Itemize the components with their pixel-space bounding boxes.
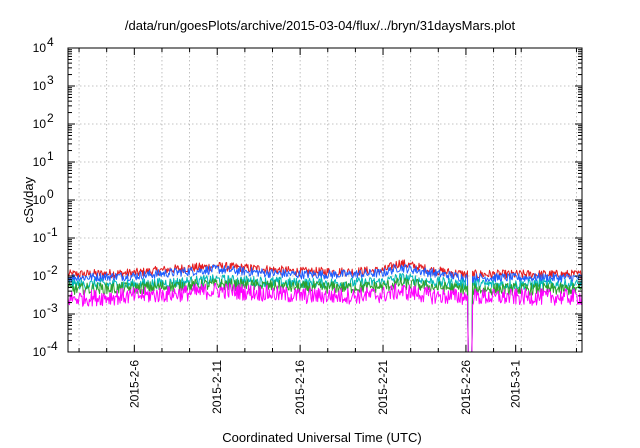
y-tick-exponent: -3 xyxy=(47,301,58,315)
y-tick-exponent: -2 xyxy=(47,263,58,277)
x-tick-label: 2015-2-6 xyxy=(127,360,141,408)
x-axis: 2015-2-6 2015-2-11 2015-2-16 2015-2-21 2015-… xyxy=(78,48,577,415)
y-tick-exponent: -4 xyxy=(47,339,58,353)
x-tick-label: 2015-2-21 xyxy=(376,360,390,415)
y-tick-label: 10 xyxy=(33,307,47,321)
y-tick-exponent: 2 xyxy=(47,111,54,125)
series-line xyxy=(67,263,583,353)
y-tick-label: 10 xyxy=(33,269,47,283)
y-tick-label: 10 xyxy=(33,155,47,169)
y-axis-label: cSv/day xyxy=(21,176,36,223)
y-tick-label: 10 xyxy=(33,345,47,359)
x-tick-label: 2015-3-1 xyxy=(509,360,523,408)
series-group xyxy=(67,259,583,353)
y-tick-label: 10 xyxy=(33,193,47,207)
y-tick-exponent: 1 xyxy=(47,149,54,163)
x-axis-label: Coordinated Universal Time (UTC) xyxy=(222,430,421,445)
y-tick-label: 10 xyxy=(33,117,47,131)
series-line xyxy=(67,282,583,353)
y-tick-exponent: -1 xyxy=(47,225,58,239)
x-tick-label: 2015-2-11 xyxy=(210,360,224,414)
y-tick-label: 10 xyxy=(33,231,47,245)
grid xyxy=(68,48,582,352)
y-tick-exponent: 3 xyxy=(47,73,54,87)
x-tick-label: 2015-2-26 xyxy=(459,360,473,415)
y-tick-label: 10 xyxy=(33,79,47,93)
y-tick-exponent: 4 xyxy=(47,35,54,49)
y-tick-label: 10 xyxy=(33,41,47,55)
y-tick-exponent: 0 xyxy=(47,187,54,201)
x-tick-label: 2015-2-16 xyxy=(293,360,307,415)
series-line xyxy=(67,277,583,353)
plot-frame xyxy=(67,47,583,353)
chart-title: /data/run/goesPlots/archive/2015-03-04/f… xyxy=(125,18,516,33)
